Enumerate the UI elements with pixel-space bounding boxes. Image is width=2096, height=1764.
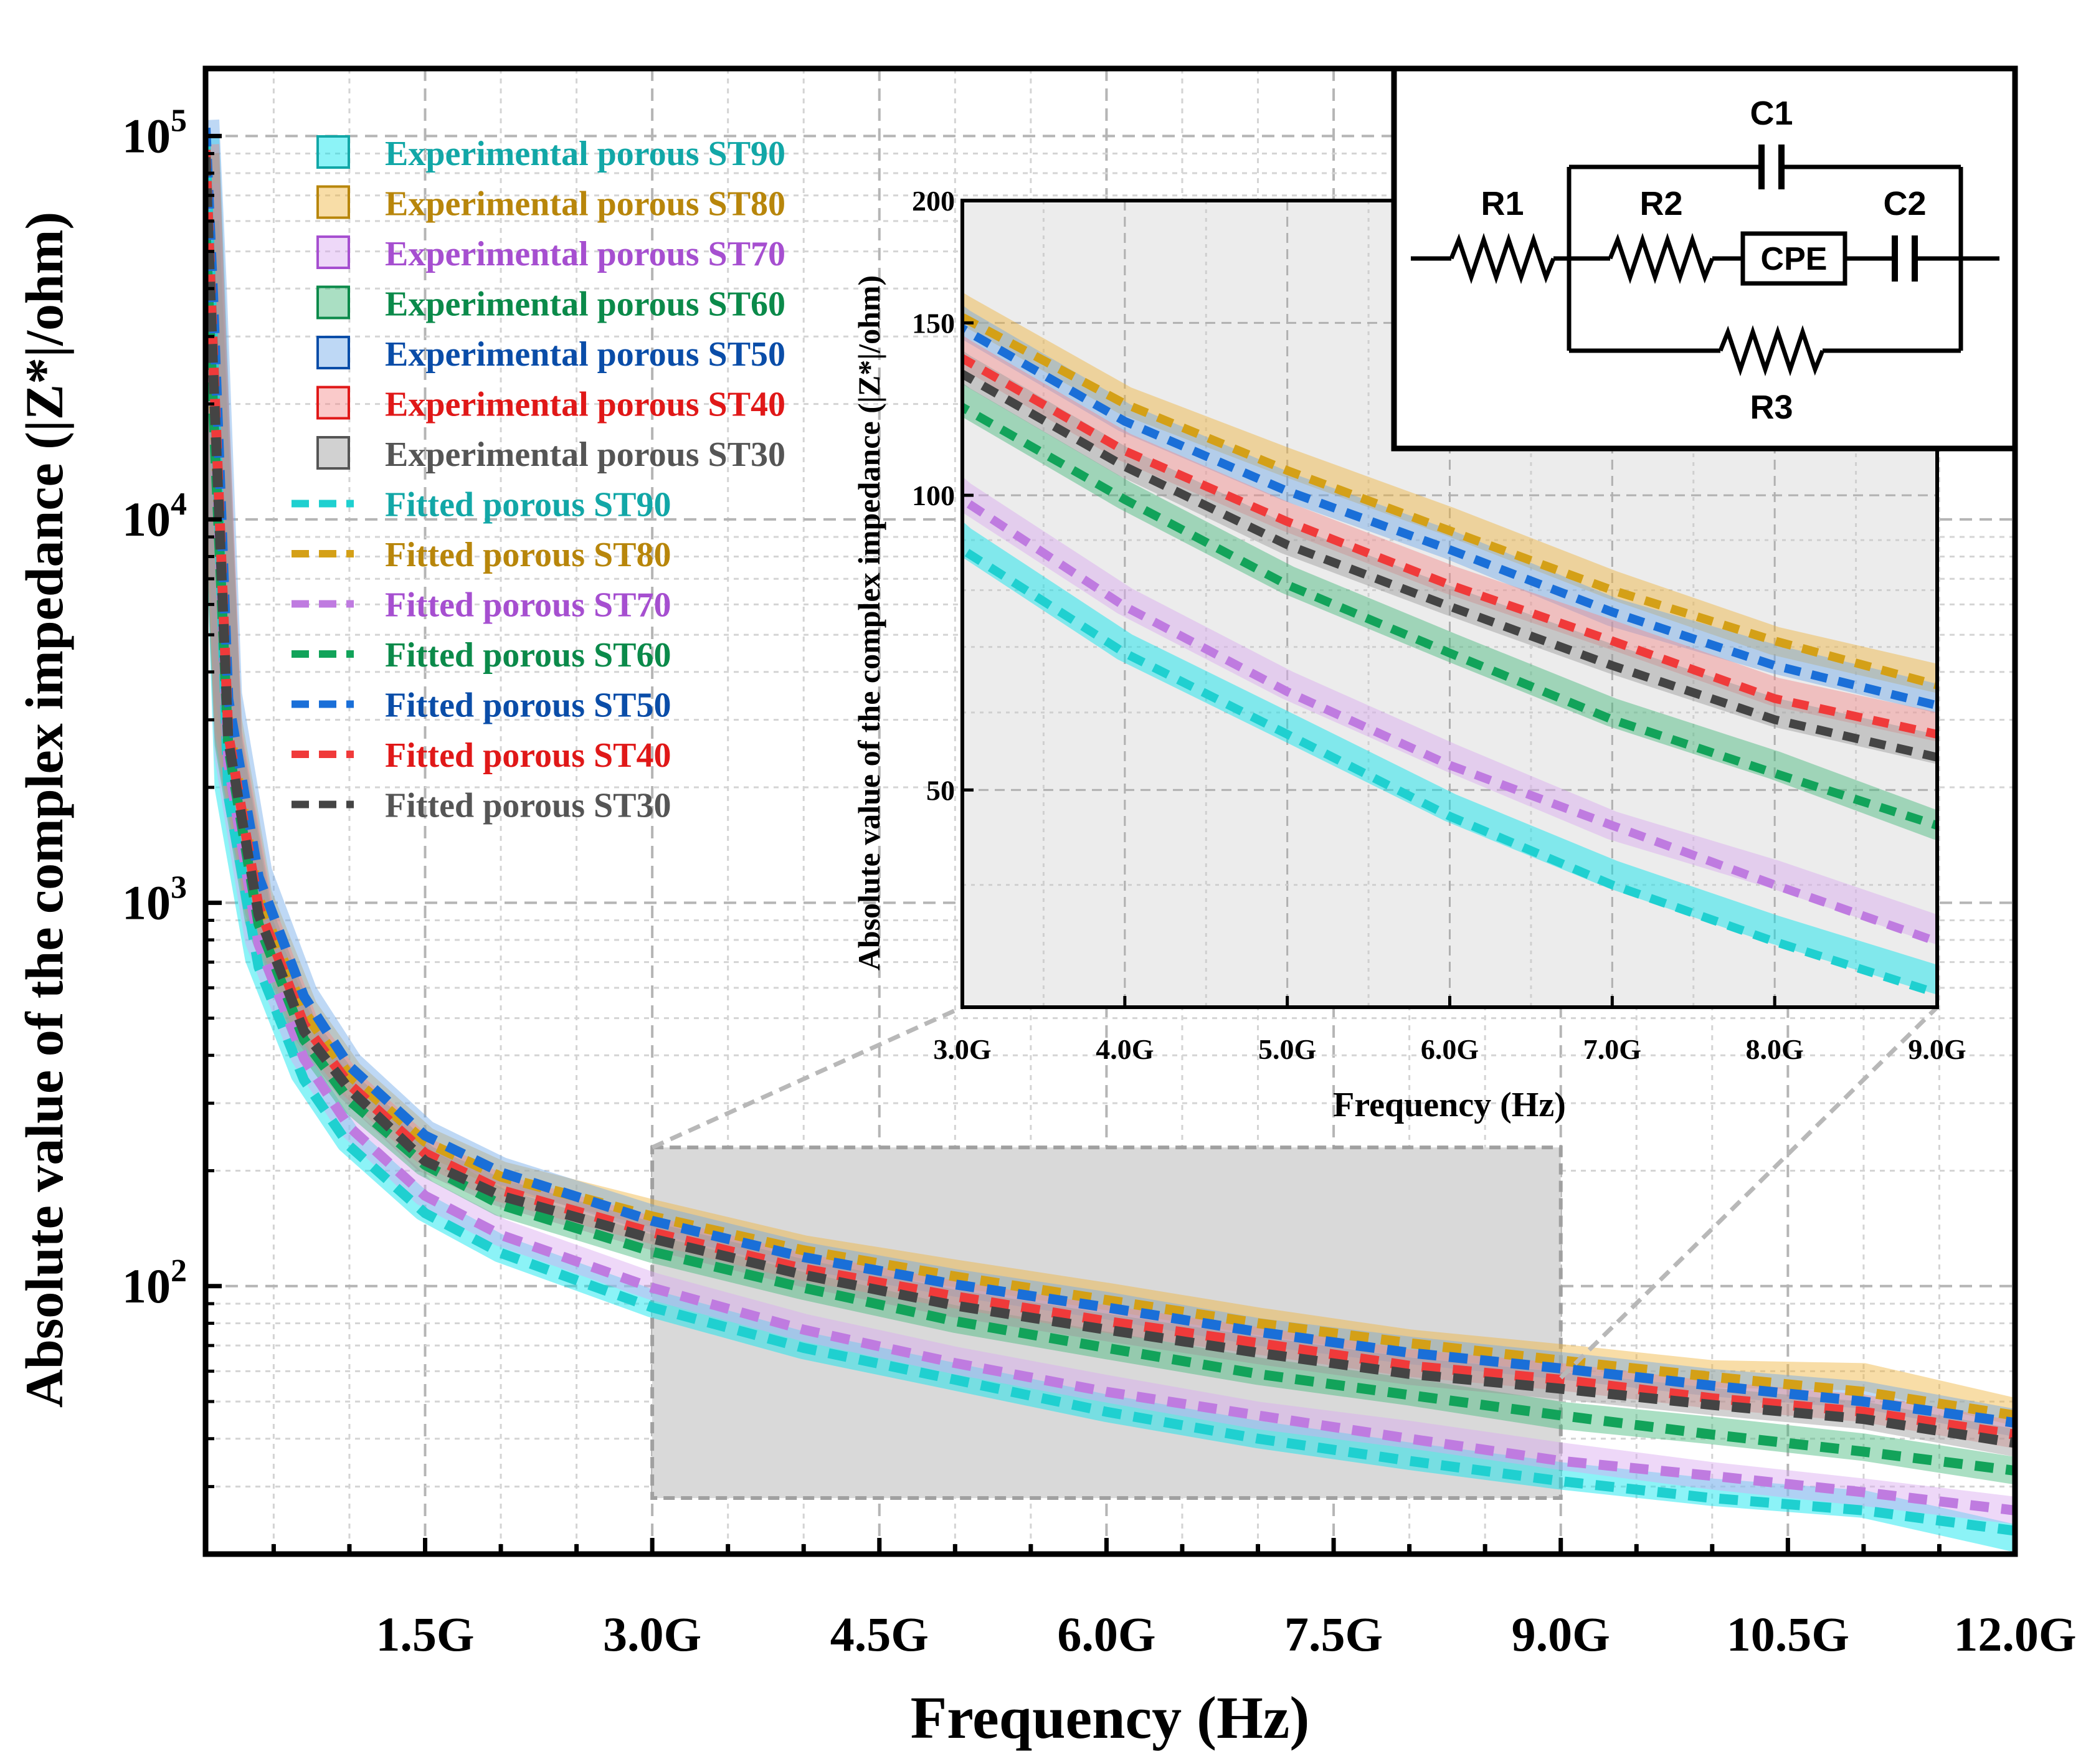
inset-x-tick-label: 9.0G bbox=[1908, 1033, 1966, 1065]
inset-series-experimental-porous-st40 bbox=[962, 334, 1937, 742]
series-fitted-porous-st30 bbox=[206, 157, 2015, 1448]
inset-series-fitted-porous-st40 bbox=[962, 353, 1937, 739]
inset-y-tick-label: 200 bbox=[912, 185, 955, 217]
zoom-connector-left bbox=[651, 1005, 964, 1150]
equivalent-circuit-diagram: R1 R2 C1 CPE C2 R3 bbox=[1391, 65, 2018, 452]
y-tick-label: 104 bbox=[122, 486, 187, 546]
inset-series-fitted-porous-st80 bbox=[962, 312, 1937, 690]
inset-series-group bbox=[962, 292, 1937, 998]
x-tick-label: 3.0G bbox=[603, 1607, 701, 1661]
inset-x-tick-label: 5.0G bbox=[1258, 1033, 1316, 1065]
x-tick-label: 7.5G bbox=[1284, 1607, 1383, 1661]
inset-x-tick-label: 4.0G bbox=[1096, 1033, 1154, 1065]
inset-x-tick-label: 7.0G bbox=[1583, 1033, 1641, 1065]
legend-label: Fitted porous ST70 bbox=[385, 586, 671, 625]
series-fitted-porous-st60 bbox=[206, 226, 2015, 1476]
inset-x-axis-label: Frequency (Hz) bbox=[1333, 1086, 1566, 1124]
label-c2: C2 bbox=[1883, 185, 1926, 222]
y-axis-label: Absolute value of the complex impedance … bbox=[14, 212, 74, 1408]
main-plot-frame bbox=[202, 65, 2018, 1557]
main-ticks: 1.5G 3.0G 4.5G 6.0G 7.5G 9.0G 10.5G 12.0G 102 103… bbox=[122, 103, 2077, 1661]
legend-label: Fitted porous ST40 bbox=[385, 736, 671, 775]
inset-x-tick-label: 8.0G bbox=[1746, 1033, 1804, 1065]
legend-label: Experimental porous ST70 bbox=[385, 235, 785, 273]
x-tick-label: 9.0G bbox=[1512, 1607, 1610, 1661]
legend-label: Fitted porous ST90 bbox=[385, 486, 671, 524]
x-axis-label: Frequency (Hz) bbox=[911, 1684, 1310, 1751]
legend-label: Experimental porous ST40 bbox=[385, 386, 785, 424]
cpe-element bbox=[1740, 231, 1847, 286]
inset-series-fitted-porous-st30 bbox=[962, 369, 1937, 762]
legend-swatch bbox=[316, 436, 350, 470]
legend-label: Fitted porous ST50 bbox=[385, 686, 671, 725]
legend-label: Experimental porous ST30 bbox=[385, 435, 785, 474]
legend-label: Fitted porous ST80 bbox=[385, 536, 671, 574]
series-fitted-porous-st50 bbox=[206, 127, 2015, 1428]
label-c1: C1 bbox=[1750, 95, 1793, 132]
label-r2: R2 bbox=[1639, 185, 1682, 222]
y-tick-label: 102 bbox=[122, 1253, 187, 1313]
legend-label: Experimental porous ST80 bbox=[385, 185, 785, 224]
label-cpe: CPE bbox=[1761, 241, 1828, 277]
zoom-region-box bbox=[650, 1145, 1563, 1501]
inset-x-tick-label: 3.0G bbox=[933, 1033, 991, 1065]
x-tick-label: 1.5G bbox=[376, 1607, 474, 1661]
inset-y-tick-label: 50 bbox=[926, 774, 955, 806]
y-tick-label: 105 bbox=[122, 103, 187, 163]
legend-label: Experimental porous ST60 bbox=[385, 285, 785, 324]
legend-label: Experimental porous ST50 bbox=[385, 335, 785, 374]
legend-swatch bbox=[316, 386, 350, 420]
x-tick-label: 6.0G bbox=[1057, 1607, 1155, 1661]
inset-y-tick-label: 150 bbox=[912, 307, 955, 339]
inset-y-tick-label: 100 bbox=[912, 480, 955, 511]
x-tick-label: 12.0G bbox=[1953, 1607, 2076, 1661]
circuit-frame bbox=[1391, 65, 2018, 452]
inset-series-fitted-porous-st60 bbox=[962, 402, 1937, 830]
inset-series-experimental-porous-st30 bbox=[962, 350, 1937, 764]
main-series-group bbox=[206, 119, 2015, 1552]
x-tick-label: 4.5G bbox=[830, 1607, 929, 1661]
zoom-connector-right bbox=[1559, 1005, 1939, 1380]
inset-y-axis-label: Absolute value of the complex impedance … bbox=[851, 275, 886, 970]
legend-label: Fitted porous ST30 bbox=[385, 787, 671, 825]
inset-series-experimental-porous-st50 bbox=[962, 305, 1937, 714]
legend-label: Fitted porous ST60 bbox=[385, 636, 671, 675]
legend-swatch bbox=[316, 135, 350, 169]
x-tick-label: 10.5G bbox=[1727, 1607, 1849, 1661]
inset-series-fitted-porous-st70 bbox=[962, 493, 1937, 946]
inset-x-tick-label: 6.0G bbox=[1421, 1033, 1479, 1065]
inset-series-experimental-porous-st90 bbox=[962, 521, 1937, 995]
inset-ticks: 3.0G 4.0G 5.0G 6.0G 7.0G 8.0G 9.0G 50 100 150 200 bbox=[912, 185, 1966, 1065]
legend-swatch bbox=[316, 235, 350, 269]
inset-series-experimental-porous-st70 bbox=[962, 477, 1937, 945]
legend-swatch bbox=[316, 336, 350, 369]
inset-series-fitted-porous-st90 bbox=[962, 544, 1937, 998]
legend-label: Experimental porous ST90 bbox=[385, 135, 785, 173]
label-r3: R3 bbox=[1750, 389, 1793, 426]
legend-swatch bbox=[316, 285, 350, 320]
label-r1: R1 bbox=[1481, 185, 1524, 222]
circuit-wires bbox=[1411, 145, 1999, 377]
legend: Experimental porous ST90 Experimental por… bbox=[292, 135, 785, 825]
y-tick-label: 103 bbox=[122, 870, 187, 929]
inset-series-fitted-porous-st50 bbox=[962, 323, 1937, 710]
legend-swatch bbox=[316, 185, 350, 219]
